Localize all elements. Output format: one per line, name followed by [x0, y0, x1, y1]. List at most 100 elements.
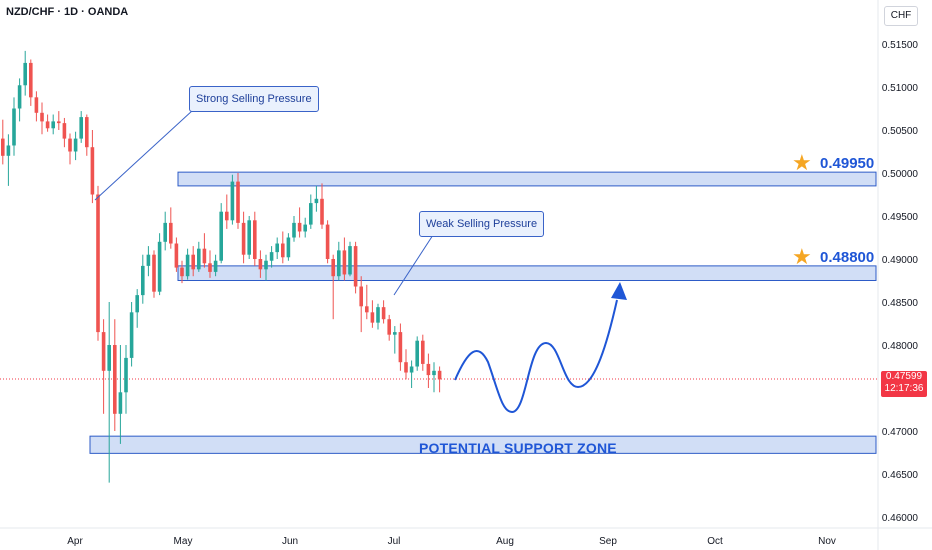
candle-body: [107, 345, 111, 371]
weak-selling-callout[interactable]: Weak Selling Pressure: [419, 211, 545, 237]
candle-body: [17, 85, 22, 109]
candle-body: [258, 259, 263, 270]
price-tick-label: 0.46000: [882, 513, 919, 524]
candle-body: [157, 241, 162, 292]
price-zone: [177, 171, 877, 187]
candle-body: [51, 121, 55, 129]
level-mid-label: 0.48800: [820, 249, 875, 266]
candle-body: [381, 307, 386, 320]
candle-body: [57, 121, 61, 124]
candle-body: [23, 62, 27, 86]
price-tick-label: 0.49000: [882, 255, 919, 266]
price-tick-label: 0.49500: [882, 212, 919, 223]
candle-body: [404, 362, 408, 373]
candle-body: [1, 138, 5, 156]
support-zone-label: POTENTIAL SUPPORT ZONE: [419, 440, 617, 456]
time-tick-label: Apr: [67, 536, 83, 547]
candle-body: [253, 220, 257, 259]
candle-body: [73, 138, 78, 152]
candle-body: [219, 211, 223, 261]
candles-layer: [1, 50, 442, 483]
candle-body: [337, 250, 341, 277]
candle-body: [286, 237, 291, 258]
candle-body: [101, 332, 106, 371]
candle-body: [359, 286, 363, 307]
candle-body: [353, 246, 358, 287]
time-tick-label: Nov: [818, 536, 836, 547]
candle-body: [135, 295, 139, 313]
candle-body: [376, 307, 380, 323]
candle-body: [45, 121, 50, 129]
star-icon: ★: [792, 244, 812, 269]
zones-layer: [89, 171, 877, 454]
projection-path: [454, 299, 618, 414]
candle-body: [331, 259, 335, 277]
strong-selling-callout[interactable]: Strong Selling Pressure: [189, 86, 319, 112]
candle-body: [68, 138, 72, 152]
candle-body: [96, 194, 100, 333]
currency-selector[interactable]: CHF: [884, 6, 918, 26]
candle-body: [191, 254, 195, 270]
candle-body: [264, 260, 268, 270]
candle-body: [180, 267, 184, 277]
candle-body: [421, 340, 425, 364]
candle-body: [415, 340, 419, 367]
candle-body: [309, 203, 313, 225]
candle-body: [303, 224, 307, 232]
candle-body: [174, 243, 179, 268]
price-tick-label: 0.47000: [882, 427, 919, 438]
candle-body: [90, 147, 95, 195]
time-tick-label: Jul: [388, 536, 401, 547]
time-tick-label: Jun: [282, 536, 298, 547]
candle-body: [12, 108, 16, 146]
candle-body: [6, 145, 11, 156]
candle-body: [146, 254, 151, 266]
candle-body: [62, 123, 67, 139]
candle-body: [129, 312, 134, 358]
candle-body: [85, 117, 89, 148]
candle-body: [342, 250, 347, 275]
candle-body: [29, 62, 33, 98]
price-tick-label: 0.50000: [882, 169, 919, 180]
candle-body: [34, 97, 39, 113]
candle-body: [269, 252, 274, 261]
candle-body: [185, 254, 190, 277]
price-tick-label: 0.51000: [882, 83, 919, 94]
candle-body: [169, 222, 173, 244]
time-tick-label: May: [174, 536, 193, 547]
candle-body: [393, 332, 397, 335]
weak-selling-pointer: [393, 234, 434, 296]
price-tick-label: 0.50500: [882, 126, 919, 137]
candle-body: [113, 345, 117, 414]
price-zone: [89, 435, 877, 454]
strong-selling-pointer: [94, 109, 194, 201]
level-high-label: 0.49950: [820, 155, 875, 172]
candle-body: [348, 246, 352, 275]
projection-arrowhead: [611, 282, 627, 300]
time-tick-label: Aug: [496, 536, 514, 547]
candle-body: [281, 243, 285, 258]
candle-body: [202, 248, 207, 264]
price-axis: 0.51500 0.51000 0.50500 0.50000 0.49500 0.490…: [882, 40, 919, 524]
candle-body: [152, 254, 156, 292]
last-price-value: 0.47599: [885, 371, 923, 382]
price-tick-label: 0.48000: [882, 341, 919, 352]
candle-body: [213, 260, 218, 272]
candle-body: [163, 222, 167, 242]
candle-body: [314, 198, 319, 204]
price-tick-label: 0.46500: [882, 470, 919, 481]
candle-body: [40, 112, 44, 122]
candle-body: [247, 220, 251, 255]
candle-body: [208, 263, 212, 272]
candle-body: [325, 224, 330, 259]
candle-body: [370, 312, 375, 323]
star-icon: ★: [792, 150, 812, 175]
candle-body: [124, 357, 128, 393]
last-price-tag: 0.47599 12:17:36: [881, 371, 927, 397]
price-zone: [177, 265, 877, 282]
candle-body: [320, 198, 324, 225]
candle-body: [409, 366, 414, 373]
candle-body: [426, 363, 431, 376]
candle-body: [79, 117, 83, 139]
